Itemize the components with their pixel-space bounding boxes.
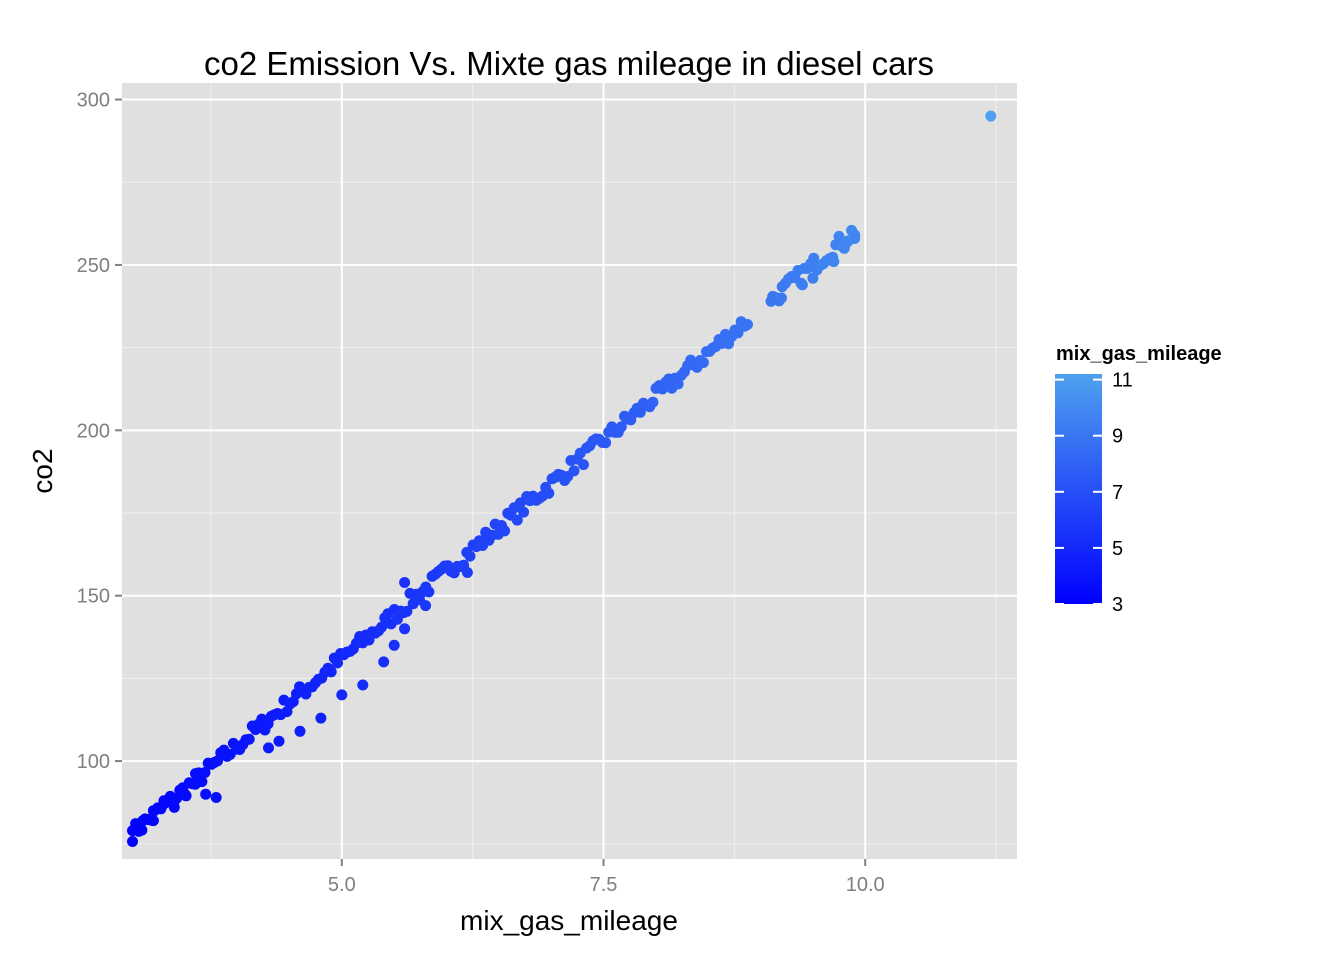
data-point-3 [136, 824, 148, 836]
data-point-242 [399, 577, 411, 588]
legend-ticks: 3 5 7 9 11 [1055, 370, 1133, 616]
data-point-241 [388, 639, 400, 651]
data-point-173 [672, 378, 684, 390]
legend: mix_gas_mileage 3 5 7 9 11 [1055, 343, 1222, 616]
legend-colorbar [1055, 374, 1102, 604]
data-point-217 [833, 230, 845, 242]
data-point-94 [423, 586, 435, 598]
legend-label-0: 3 [1112, 594, 1123, 616]
data-point-247 [776, 292, 787, 304]
legend-label-4: 11 [1112, 370, 1133, 392]
data-point-249 [807, 272, 819, 284]
x-axis: 5.0 7.5 10.0 [328, 859, 885, 896]
data-point-239 [357, 679, 369, 691]
data-point-230 [189, 778, 201, 790]
x-tick-label-1: 7.5 [590, 874, 618, 896]
data-point-225 [147, 815, 159, 827]
data-points [127, 110, 997, 847]
data-point-0 [127, 836, 138, 847]
data-point-124 [518, 506, 530, 518]
data-point-253 [985, 110, 997, 122]
data-point-246 [765, 295, 777, 307]
y-axis: 100 150 200 250 300 [77, 90, 122, 773]
y-tick-label-1: 150 [77, 586, 110, 608]
data-point-37 [243, 733, 255, 745]
data-point-122 [511, 514, 523, 526]
data-point-224 [137, 815, 149, 827]
data-point-234 [263, 742, 274, 754]
data-point-248 [796, 279, 808, 291]
data-point-231 [200, 788, 212, 800]
data-point-235 [273, 735, 285, 747]
data-point-63 [325, 666, 337, 678]
data-point-140 [568, 465, 580, 477]
data-point-240 [378, 656, 390, 668]
data-point-65 [332, 657, 343, 669]
legend-label-3: 9 [1112, 426, 1123, 448]
data-point-233 [231, 742, 243, 754]
chart-title: co2 Emission Vs. Mixte gas mileage in di… [204, 45, 934, 82]
data-point-251 [838, 242, 850, 254]
data-point-195 [742, 319, 753, 330]
data-point-245 [461, 567, 473, 578]
x-axis-title: mix_gas_mileage [460, 905, 678, 936]
data-point-228 [168, 801, 180, 813]
data-point-237 [315, 712, 327, 724]
data-point-118 [499, 525, 511, 537]
data-point-132 [543, 487, 555, 499]
grid-minor-lines [122, 83, 1017, 859]
data-point-150 [600, 437, 612, 449]
y-tick-label-4: 300 [77, 90, 110, 112]
data-point-252 [849, 233, 861, 244]
data-point-209 [808, 252, 820, 264]
data-point-236 [294, 725, 306, 737]
data-point-243 [399, 623, 411, 635]
grid-major-lines [122, 83, 1017, 859]
data-point-232 [210, 792, 222, 803]
data-point-23 [199, 767, 211, 778]
data-point-155 [615, 421, 627, 433]
data-point-223 [127, 825, 138, 837]
data-point-107 [464, 550, 476, 562]
legend-label-2: 7 [1112, 482, 1123, 504]
data-point-226 [147, 805, 159, 817]
data-point-181 [697, 357, 709, 368]
data-point-79 [376, 621, 388, 633]
x-tick-label-2: 10.0 [846, 874, 885, 896]
data-point-238 [336, 689, 348, 701]
data-point-244 [420, 600, 432, 612]
data-point-250 [828, 256, 840, 268]
data-point-227 [158, 795, 170, 807]
y-tick-label-2: 200 [77, 420, 110, 442]
legend-title: mix_gas_mileage [1056, 343, 1222, 365]
data-point-165 [647, 396, 659, 408]
y-tick-label-3: 250 [77, 255, 110, 277]
data-point-87 [401, 605, 413, 617]
y-axis-title: co2 [27, 448, 58, 493]
legend-label-1: 5 [1112, 538, 1123, 560]
data-point-229 [179, 788, 191, 800]
x-tick-label-0: 5.0 [328, 874, 356, 896]
y-tick-label-0: 100 [77, 751, 110, 773]
data-point-143 [578, 459, 589, 471]
